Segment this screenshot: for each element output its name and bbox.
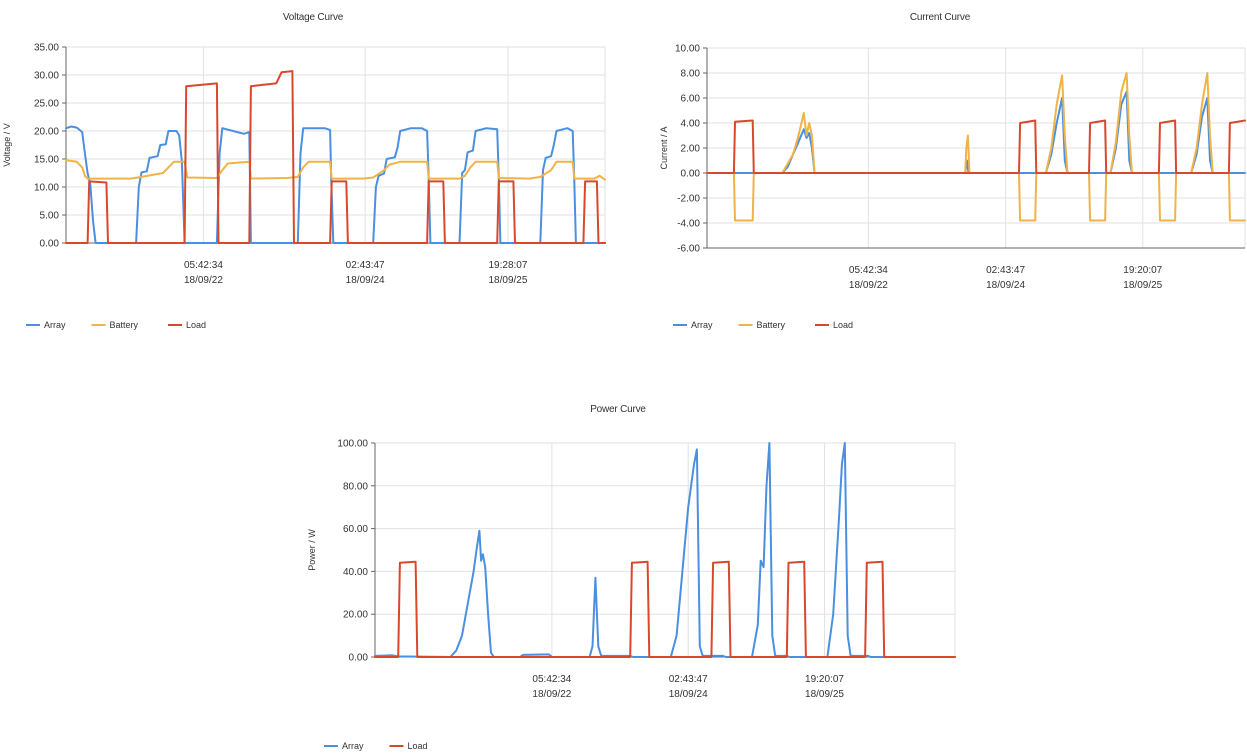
voltage-y-axis-label: Voltage / V xyxy=(2,123,12,167)
power-series-array xyxy=(374,442,956,658)
power-x-tick-time: 19:20:07 xyxy=(805,674,844,685)
power-y-tick-label: 0.00 xyxy=(349,653,369,664)
voltage-series-battery xyxy=(65,159,606,181)
current-y-tick-label: 8.00 xyxy=(681,69,701,80)
voltage-chart: Voltage Curve Voltage / V 0.00 5.00 10.00 15.… xyxy=(2,12,606,330)
power-y-axis-label: Power / W xyxy=(307,529,317,571)
voltage-x-tick-date: 18/09/25 xyxy=(489,275,528,286)
power-x-tick-date: 18/09/24 xyxy=(669,689,708,700)
voltage-y-tick-label: 0.00 xyxy=(40,239,60,250)
current-legend-label-array[interactable]: Array xyxy=(691,320,713,330)
current-series-load xyxy=(706,119,1246,174)
voltage-plot-area xyxy=(65,46,606,244)
current-chart: Current Curve Current / A -6.00 -4.00 -2.00 0… xyxy=(659,12,1246,330)
power-x-tick-time: 02:43:47 xyxy=(669,674,708,685)
current-y-tick-label: -6.00 xyxy=(677,244,700,255)
power-y-tick-label: 80.00 xyxy=(343,481,368,492)
voltage-y-tick-label: 15.00 xyxy=(34,155,59,166)
voltage-legend-label-array[interactable]: Array xyxy=(44,320,66,330)
voltage-series-array xyxy=(65,125,606,244)
voltage-y-tick-label: 20.00 xyxy=(34,127,59,138)
voltage-legend-label-load[interactable]: Load xyxy=(186,320,206,330)
current-y-tick-label: 10.00 xyxy=(675,44,700,55)
current-legend-label-load[interactable]: Load xyxy=(833,320,853,330)
power-y-tick-label: 20.00 xyxy=(343,610,368,621)
current-chart-title: Current Curve xyxy=(910,12,971,23)
current-x-tick-date: 18/09/25 xyxy=(1123,280,1162,291)
power-legend-label-array[interactable]: Array xyxy=(342,741,364,751)
voltage-chart-panel: Voltage Curve Voltage / V 0.00 5.00 10.00 15.… xyxy=(0,0,620,350)
power-chart-panel: Power Curve Power / W 0.00 20.00 40.00 60.00 8… xyxy=(300,390,960,756)
voltage-series-load xyxy=(65,70,606,244)
current-x-tick-time: 19:20:07 xyxy=(1123,265,1162,276)
power-x-tick-date: 18/09/22 xyxy=(532,689,571,700)
voltage-x-tick-date: 18/09/24 xyxy=(346,275,385,286)
voltage-y-tick-label: 35.00 xyxy=(34,43,59,54)
voltage-y-tick-label: 25.00 xyxy=(34,99,59,110)
power-legend-label-load[interactable]: Load xyxy=(408,741,428,751)
current-x-tick-time: 02:43:47 xyxy=(986,265,1025,276)
current-legend-label-battery[interactable]: Battery xyxy=(757,320,786,330)
power-chart-title: Power Curve xyxy=(590,404,646,415)
current-y-tick-label: 0.00 xyxy=(681,169,701,180)
power-series-load xyxy=(374,560,956,658)
power-x-tick-time: 05:42:34 xyxy=(532,674,571,685)
current-y-tick-label: 2.00 xyxy=(681,144,701,155)
current-x-tick-date: 18/09/24 xyxy=(986,280,1025,291)
power-plot-area xyxy=(374,442,956,658)
voltage-x-tick-date: 18/09/22 xyxy=(184,275,223,286)
voltage-y-tick-label: 30.00 xyxy=(34,71,59,82)
voltage-y-tick-label: 5.00 xyxy=(40,211,60,222)
current-series-array xyxy=(706,90,1246,174)
power-x-tick-date: 18/09/25 xyxy=(805,689,844,700)
voltage-x-tick-time: 05:42:34 xyxy=(184,260,223,271)
power-y-tick-label: 100.00 xyxy=(337,439,368,450)
voltage-x-tick-time: 02:43:47 xyxy=(346,260,385,271)
current-chart-panel: Current Curve Current / A -6.00 -4.00 -2.00 0… xyxy=(640,0,1247,350)
current-y-tick-label: 4.00 xyxy=(681,119,701,130)
power-y-tick-label: 40.00 xyxy=(343,567,368,578)
voltage-chart-title: Voltage Curve xyxy=(283,12,344,23)
current-y-tick-label: 6.00 xyxy=(681,94,701,105)
current-y-axis-label: Current / A xyxy=(659,126,669,169)
current-x-tick-time: 05:42:34 xyxy=(849,265,888,276)
power-y-tick-label: 60.00 xyxy=(343,524,368,535)
voltage-legend-label-battery[interactable]: Battery xyxy=(110,320,139,330)
current-y-tick-label: -2.00 xyxy=(677,194,700,205)
current-y-tick-label: -4.00 xyxy=(677,219,700,230)
current-x-tick-date: 18/09/22 xyxy=(849,280,888,291)
power-chart: Power Curve Power / W 0.00 20.00 40.00 60.00 8… xyxy=(307,404,956,751)
voltage-y-tick-label: 10.00 xyxy=(34,183,59,194)
voltage-x-tick-time: 19:28:07 xyxy=(489,260,528,271)
